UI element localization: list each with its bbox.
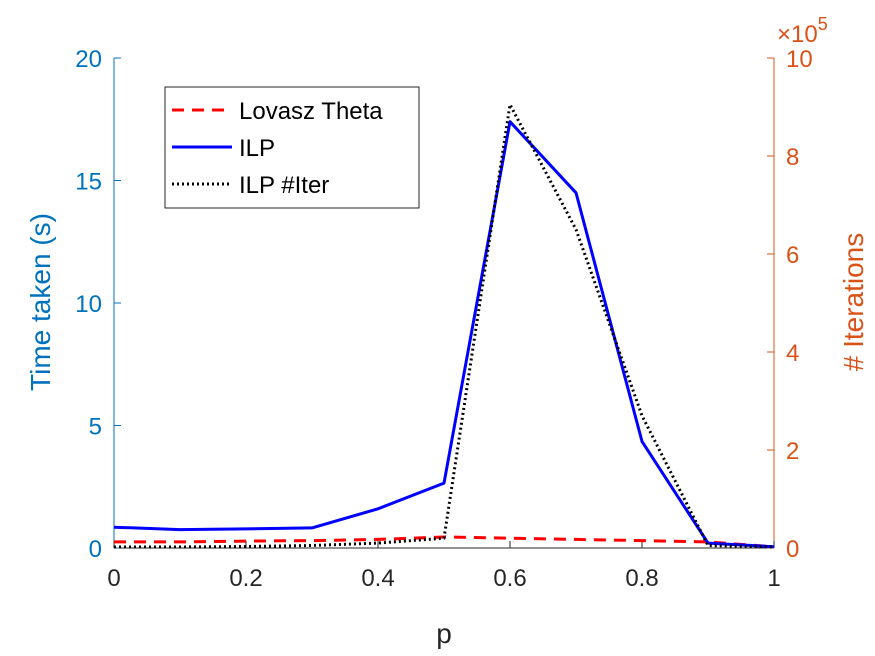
right-tick-label: 6: [786, 242, 799, 269]
left-tick-label: 10: [75, 291, 102, 318]
legend-label-lovasz-theta: Lovasz Theta: [239, 98, 383, 125]
legend-label-ilp: ILP: [239, 135, 275, 162]
left-tick-label: 20: [75, 46, 102, 73]
left-tick-label: 0: [89, 536, 102, 563]
left-axis-title: Time taken (s): [25, 213, 56, 391]
right-tick-label: 4: [786, 340, 799, 367]
right-tick-label: 10: [786, 46, 813, 73]
right-tick-label: 2: [786, 438, 799, 465]
legend: Lovasz Theta ILP ILP #Iter: [164, 86, 420, 209]
right-axis-title: # Iterations: [838, 233, 869, 372]
x-axis-title: p: [436, 618, 452, 649]
x-tick-label: 0: [107, 565, 120, 592]
series-group: [113, 103, 775, 549]
right-tick-label: 8: [786, 144, 799, 171]
series-line-ilp: [113, 120, 775, 549]
x-tick-label: 0.6: [493, 565, 526, 592]
x-tick-label: 0.8: [625, 565, 658, 592]
x-tick-label: 1: [767, 565, 780, 592]
legend-label-ilp-iter: ILP #Iter: [239, 172, 329, 199]
right-tick-label: 0: [786, 536, 799, 563]
right-axis-exponent: ×105: [777, 14, 828, 48]
left-tick-label: 15: [75, 169, 102, 196]
series-line-ilp-iter: [114, 103, 775, 549]
x-tick-label: 0.4: [361, 565, 394, 592]
left-tick-label: 5: [89, 414, 102, 441]
x-tick-label: 0.2: [229, 565, 262, 592]
